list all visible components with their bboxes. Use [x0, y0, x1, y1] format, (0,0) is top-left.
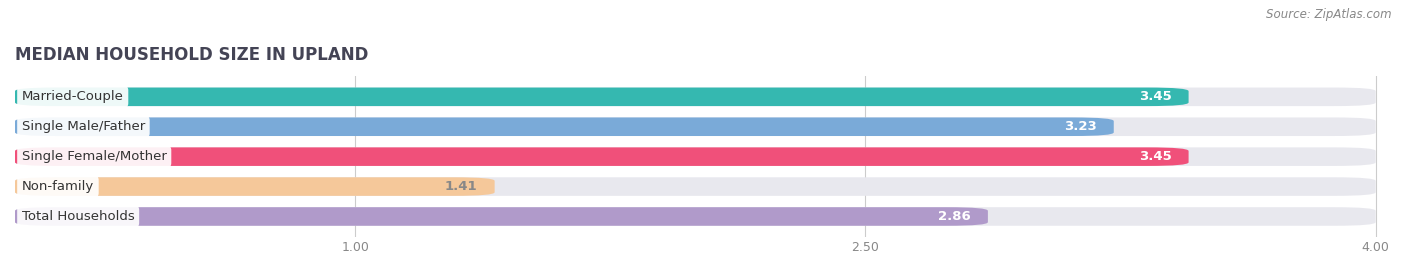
Text: 2.86: 2.86: [938, 210, 972, 223]
FancyBboxPatch shape: [15, 147, 1375, 166]
Text: Single Male/Father: Single Male/Father: [22, 120, 145, 133]
Text: Non-family: Non-family: [22, 180, 94, 193]
FancyBboxPatch shape: [15, 177, 495, 196]
FancyBboxPatch shape: [15, 87, 1375, 106]
Text: Source: ZipAtlas.com: Source: ZipAtlas.com: [1267, 8, 1392, 21]
Text: 1.41: 1.41: [446, 180, 478, 193]
Text: 3.23: 3.23: [1064, 120, 1097, 133]
FancyBboxPatch shape: [15, 118, 1375, 136]
Text: Total Households: Total Households: [22, 210, 135, 223]
FancyBboxPatch shape: [15, 207, 1375, 226]
Text: 3.45: 3.45: [1139, 90, 1171, 103]
FancyBboxPatch shape: [15, 118, 1114, 136]
FancyBboxPatch shape: [15, 87, 1188, 106]
Text: Single Female/Mother: Single Female/Mother: [22, 150, 167, 163]
Text: Married-Couple: Married-Couple: [22, 90, 124, 103]
Text: 3.45: 3.45: [1139, 150, 1171, 163]
Text: MEDIAN HOUSEHOLD SIZE IN UPLAND: MEDIAN HOUSEHOLD SIZE IN UPLAND: [15, 46, 368, 64]
FancyBboxPatch shape: [15, 207, 988, 226]
FancyBboxPatch shape: [15, 147, 1188, 166]
FancyBboxPatch shape: [15, 177, 1375, 196]
